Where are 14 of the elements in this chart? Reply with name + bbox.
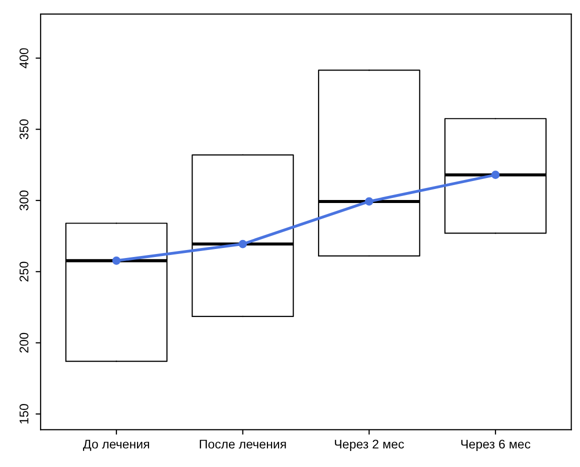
x-tick-label: После лечения: [200, 440, 286, 449]
point: [112, 256, 121, 265]
x-tick-label: Через 2 мес: [334, 440, 404, 452]
x-tick-label: До лечения: [83, 440, 150, 451]
y-tick-label: 300: [20, 190, 28, 210]
x-tick-label: Через 6 мес: [461, 440, 530, 452]
y-tick-label: 250: [20, 262, 28, 282]
point: [491, 170, 500, 180]
y-tick-label: 350: [20, 119, 28, 140]
point: [364, 197, 374, 206]
y-tick-label: 150: [20, 404, 28, 424]
y-tick-label: 400: [20, 48, 28, 68]
y-tick-label: 200: [20, 332, 28, 353]
point: [238, 240, 247, 248]
